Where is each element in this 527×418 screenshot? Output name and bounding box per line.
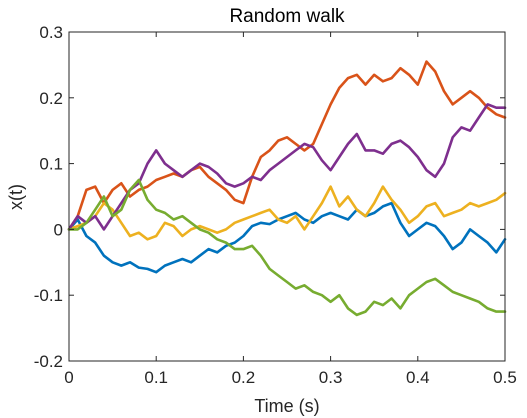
y-tick-label: 0.3: [39, 23, 63, 42]
y-tick-label: -0.1: [34, 286, 63, 305]
y-tick-label: -0.2: [34, 352, 63, 371]
series-layer: [67, 60, 507, 317]
x-tick-label: 0.5: [493, 368, 517, 387]
x-tick-label: 0.1: [144, 368, 168, 387]
x-tick-label: 0.3: [319, 368, 343, 387]
x-tick-label: 0.4: [406, 368, 430, 387]
plot-frame: [68, 31, 506, 362]
chart-title: Random walk: [229, 6, 345, 27]
x-tick-label: 0.2: [232, 368, 256, 387]
x-axis-label: Time (s): [254, 396, 319, 416]
x-tick-label: 0: [64, 368, 73, 387]
series-line-5: [67, 178, 507, 317]
y-tick-label: 0.1: [39, 155, 63, 174]
series-line-1: [67, 201, 507, 274]
series-line-3: [67, 185, 507, 241]
y-tick-label: 0.2: [39, 89, 63, 108]
series-line-4: [67, 103, 507, 231]
ticks-layer: 0 0.1 0.2 0.3 0.4 0.5 -0.2 -0.1 0 0.1 0.2 0.3: [34, 23, 517, 387]
y-tick-label: 0: [54, 220, 63, 239]
series-line-2: [67, 60, 507, 231]
y-axis-label: x(t): [6, 184, 26, 210]
